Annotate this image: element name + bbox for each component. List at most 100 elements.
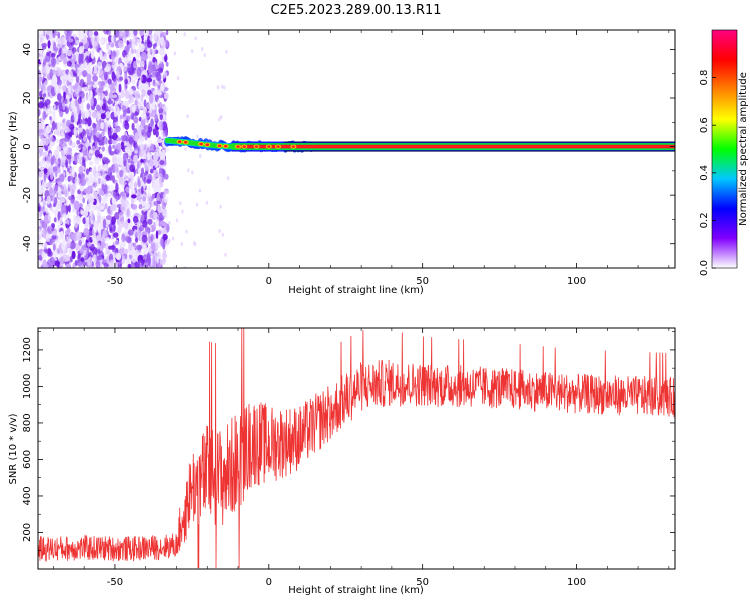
spectrogram-cell <box>43 30 46 37</box>
spectrogram-cell <box>242 145 246 148</box>
spectrogram-cell <box>124 146 130 153</box>
spectrogram-cell <box>110 259 114 264</box>
spectrogram-cell <box>138 213 142 219</box>
spectrogram-cell <box>91 234 97 242</box>
spectrogram-cell <box>41 151 48 157</box>
spectrogram-cell <box>124 78 128 85</box>
spectrogram-cell <box>132 37 136 43</box>
spectrogram-cell <box>48 187 54 196</box>
spectrogram-cell <box>78 96 82 104</box>
spectrogram-cell <box>66 154 72 160</box>
spectrogram-cell <box>216 85 220 90</box>
spectrogram-cell <box>116 137 122 142</box>
spectrogram-y-tick-label: -40 <box>22 236 33 252</box>
spectrogram-cell <box>104 71 108 81</box>
spectrogram-cell <box>150 209 155 214</box>
spectrogram-cell <box>52 230 57 235</box>
spectrogram-cell <box>87 116 92 127</box>
spectrogram-cell <box>38 33 41 39</box>
spectrogram-cell <box>136 66 142 77</box>
spectrogram-cell <box>62 58 68 65</box>
spectrogram-cell <box>79 78 85 88</box>
spectrogram-cell <box>155 72 162 82</box>
spectrogram-cell <box>150 168 154 174</box>
spectrogram-cell <box>139 75 143 82</box>
spectrogram-cell <box>38 101 44 109</box>
spectrogram-cell <box>219 204 222 209</box>
spectrogram-cell <box>160 236 164 247</box>
spectrogram-cell <box>129 39 133 45</box>
spectrogram-cell <box>79 186 85 192</box>
spectrogram-cell <box>187 168 190 173</box>
spectrogram-cell <box>140 144 145 149</box>
spectrogram-cell <box>68 196 74 201</box>
spectrogram-cell <box>67 175 72 182</box>
spectrogram-cell <box>201 47 204 52</box>
spectrogram-cell <box>52 110 56 118</box>
spectrogram-cell <box>41 242 48 250</box>
spectrogram-cell <box>168 221 171 225</box>
spectrogram-cell <box>46 195 51 205</box>
spectrogram-cell <box>130 263 136 268</box>
spectrogram-cell <box>41 45 47 50</box>
snr-y-ticks: 200 400 600 800 1000 1200 <box>22 331 675 552</box>
spectrogram-cell <box>56 67 61 77</box>
spectrogram-cell <box>165 61 169 67</box>
spectrogram-cell <box>98 141 104 146</box>
spectrogram-cell <box>38 183 43 191</box>
spectrogram-plot-frame <box>37 29 676 269</box>
spectrogram-cell <box>161 149 166 159</box>
spectrogram-cell <box>80 263 83 268</box>
spectrogram-cell <box>114 240 120 245</box>
spectrogram-cell <box>140 150 144 158</box>
spectrogram-cell <box>160 74 164 83</box>
snr-line-series <box>38 328 675 569</box>
spectrogram-cell <box>157 204 161 213</box>
spectrogram-cell <box>127 229 134 236</box>
spectrogram-cell <box>125 235 132 243</box>
spectrogram-cell <box>59 217 63 225</box>
spectrogram-cell <box>153 201 159 206</box>
spectrogram-cell <box>148 47 153 55</box>
spectrogram-cell <box>47 250 53 257</box>
spectrogram-cell <box>147 160 154 167</box>
spectrogram-cell <box>110 204 116 212</box>
spectrogram-cell <box>89 161 94 166</box>
spectrogram-cell <box>105 215 112 221</box>
spectrogram-cell <box>76 230 80 241</box>
spectrogram-cell <box>103 138 107 145</box>
spectrogram-cell <box>57 121 61 132</box>
spectrogram-cell <box>138 204 143 210</box>
spectrogram-cell <box>61 204 67 214</box>
spectrogram-cell <box>74 63 79 69</box>
spectrogram-cell <box>63 30 68 36</box>
spectrogram-cell <box>220 84 224 89</box>
spectrogram-cell <box>39 34 45 42</box>
spectrogram-cell <box>159 160 165 166</box>
spectrogram-cell <box>41 251 46 259</box>
colorbar-tick-label: 0.2 <box>699 212 710 228</box>
spectrogram-cell <box>44 146 48 151</box>
spectrogram-cell <box>147 255 152 266</box>
spectrogram-cell <box>163 248 167 258</box>
spectrogram-cell <box>38 84 41 90</box>
spectrogram-cell <box>102 55 107 60</box>
spectrogram-cell <box>124 54 129 62</box>
spectrogram-cell <box>162 233 168 241</box>
spectrogram-cell <box>68 30 73 35</box>
spectrogram-cell <box>126 40 130 46</box>
spectrogram-cell <box>267 145 271 148</box>
spectrogram-cell <box>190 49 194 54</box>
spectrogram-cell <box>41 179 46 189</box>
spectrogram-cell <box>146 179 152 184</box>
spectrogram-cell <box>57 181 63 186</box>
spectrogram-cell <box>49 256 55 267</box>
spectrogram-cell <box>85 186 92 195</box>
spectrogram-cell <box>46 51 50 57</box>
spectrogram-cell <box>134 99 138 106</box>
spectrogram-cell <box>57 93 62 102</box>
spectrogram-cell <box>199 142 203 146</box>
spectrogram-cell <box>131 122 135 131</box>
spectrogram-cell <box>135 231 140 236</box>
